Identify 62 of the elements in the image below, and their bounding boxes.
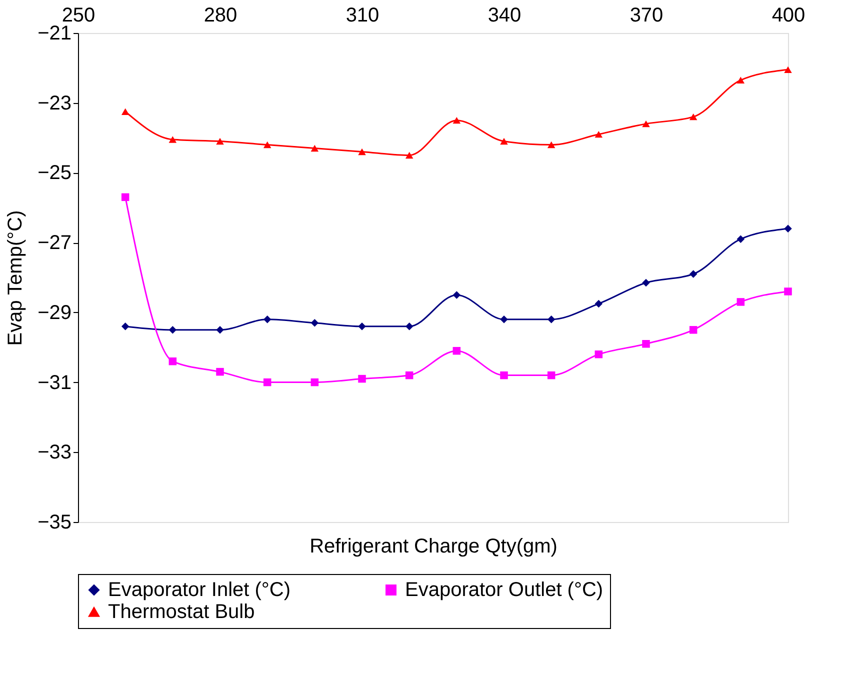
point	[452, 291, 461, 299]
point	[168, 326, 177, 334]
point	[263, 141, 272, 148]
point	[405, 371, 414, 380]
point	[216, 138, 224, 145]
point	[168, 357, 177, 366]
point	[263, 378, 272, 386]
y-tick-label: −25	[38, 162, 72, 184]
point	[310, 378, 319, 386]
point	[500, 371, 508, 380]
y-tick-label: −31	[38, 372, 72, 394]
point	[784, 66, 792, 74]
point	[642, 340, 650, 348]
x-tick-label: 370	[630, 4, 664, 26]
point	[121, 108, 130, 115]
point	[594, 350, 603, 358]
point	[689, 270, 698, 278]
point	[547, 141, 556, 148]
x-tick-label: 400	[772, 4, 806, 26]
y-tick-label: −23	[38, 92, 72, 114]
y-tick-label: −29	[38, 302, 72, 324]
y-tick-label: −35	[38, 512, 72, 534]
point	[405, 322, 414, 330]
point	[784, 288, 792, 296]
x-tick-label: 280	[204, 4, 238, 26]
point	[689, 326, 698, 334]
point	[310, 144, 319, 152]
point	[452, 346, 461, 355]
legend-label: Evaporator Outlet (°C)	[405, 579, 604, 601]
point	[736, 298, 745, 306]
point	[121, 193, 130, 202]
point	[310, 319, 319, 327]
point	[547, 316, 556, 324]
point	[594, 130, 603, 138]
legend-label: Thermostat Bulb	[108, 601, 255, 623]
point	[736, 76, 745, 84]
point	[358, 374, 366, 383]
x-tick-label: 310	[346, 4, 380, 26]
point	[642, 120, 650, 128]
point	[500, 138, 508, 145]
point	[689, 113, 698, 120]
x-axis-title: Refrigerant Charge Qty(gm)	[310, 536, 558, 558]
legend-label: Evaporator Inlet (°C)	[108, 579, 291, 601]
point	[784, 224, 792, 232]
point	[405, 152, 414, 159]
y-axis-title: Evap Temp(°C)	[4, 210, 27, 346]
point	[736, 235, 745, 243]
point	[500, 316, 508, 324]
point	[358, 148, 366, 156]
point	[168, 136, 177, 143]
point	[121, 322, 130, 330]
y-tick-label: −33	[38, 442, 72, 464]
point	[263, 316, 272, 324]
point	[547, 371, 556, 380]
y-tick-label: −27	[38, 232, 72, 254]
point	[452, 116, 461, 124]
point	[216, 368, 224, 376]
point	[594, 300, 603, 308]
point	[642, 278, 650, 287]
point	[358, 322, 366, 330]
point	[216, 326, 224, 334]
x-tick-label: 340	[488, 4, 522, 26]
